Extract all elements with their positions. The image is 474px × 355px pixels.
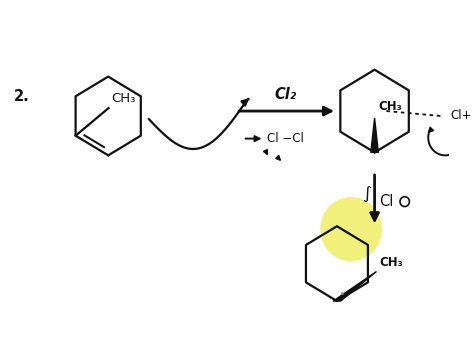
Text: CH₃: CH₃ [378, 100, 402, 113]
Text: Cl: Cl [379, 194, 394, 209]
Polygon shape [371, 118, 378, 152]
Text: Cl₂: Cl₂ [274, 87, 296, 102]
Text: CH₃: CH₃ [379, 256, 403, 268]
Text: 2.: 2. [14, 89, 30, 104]
Text: CH₃: CH₃ [111, 92, 136, 105]
Text: Cl+: Cl+ [450, 109, 471, 122]
Circle shape [321, 198, 381, 261]
Text: ∫: ∫ [363, 185, 372, 203]
Polygon shape [333, 272, 376, 301]
Text: Cl −Cl: Cl −Cl [267, 132, 304, 145]
